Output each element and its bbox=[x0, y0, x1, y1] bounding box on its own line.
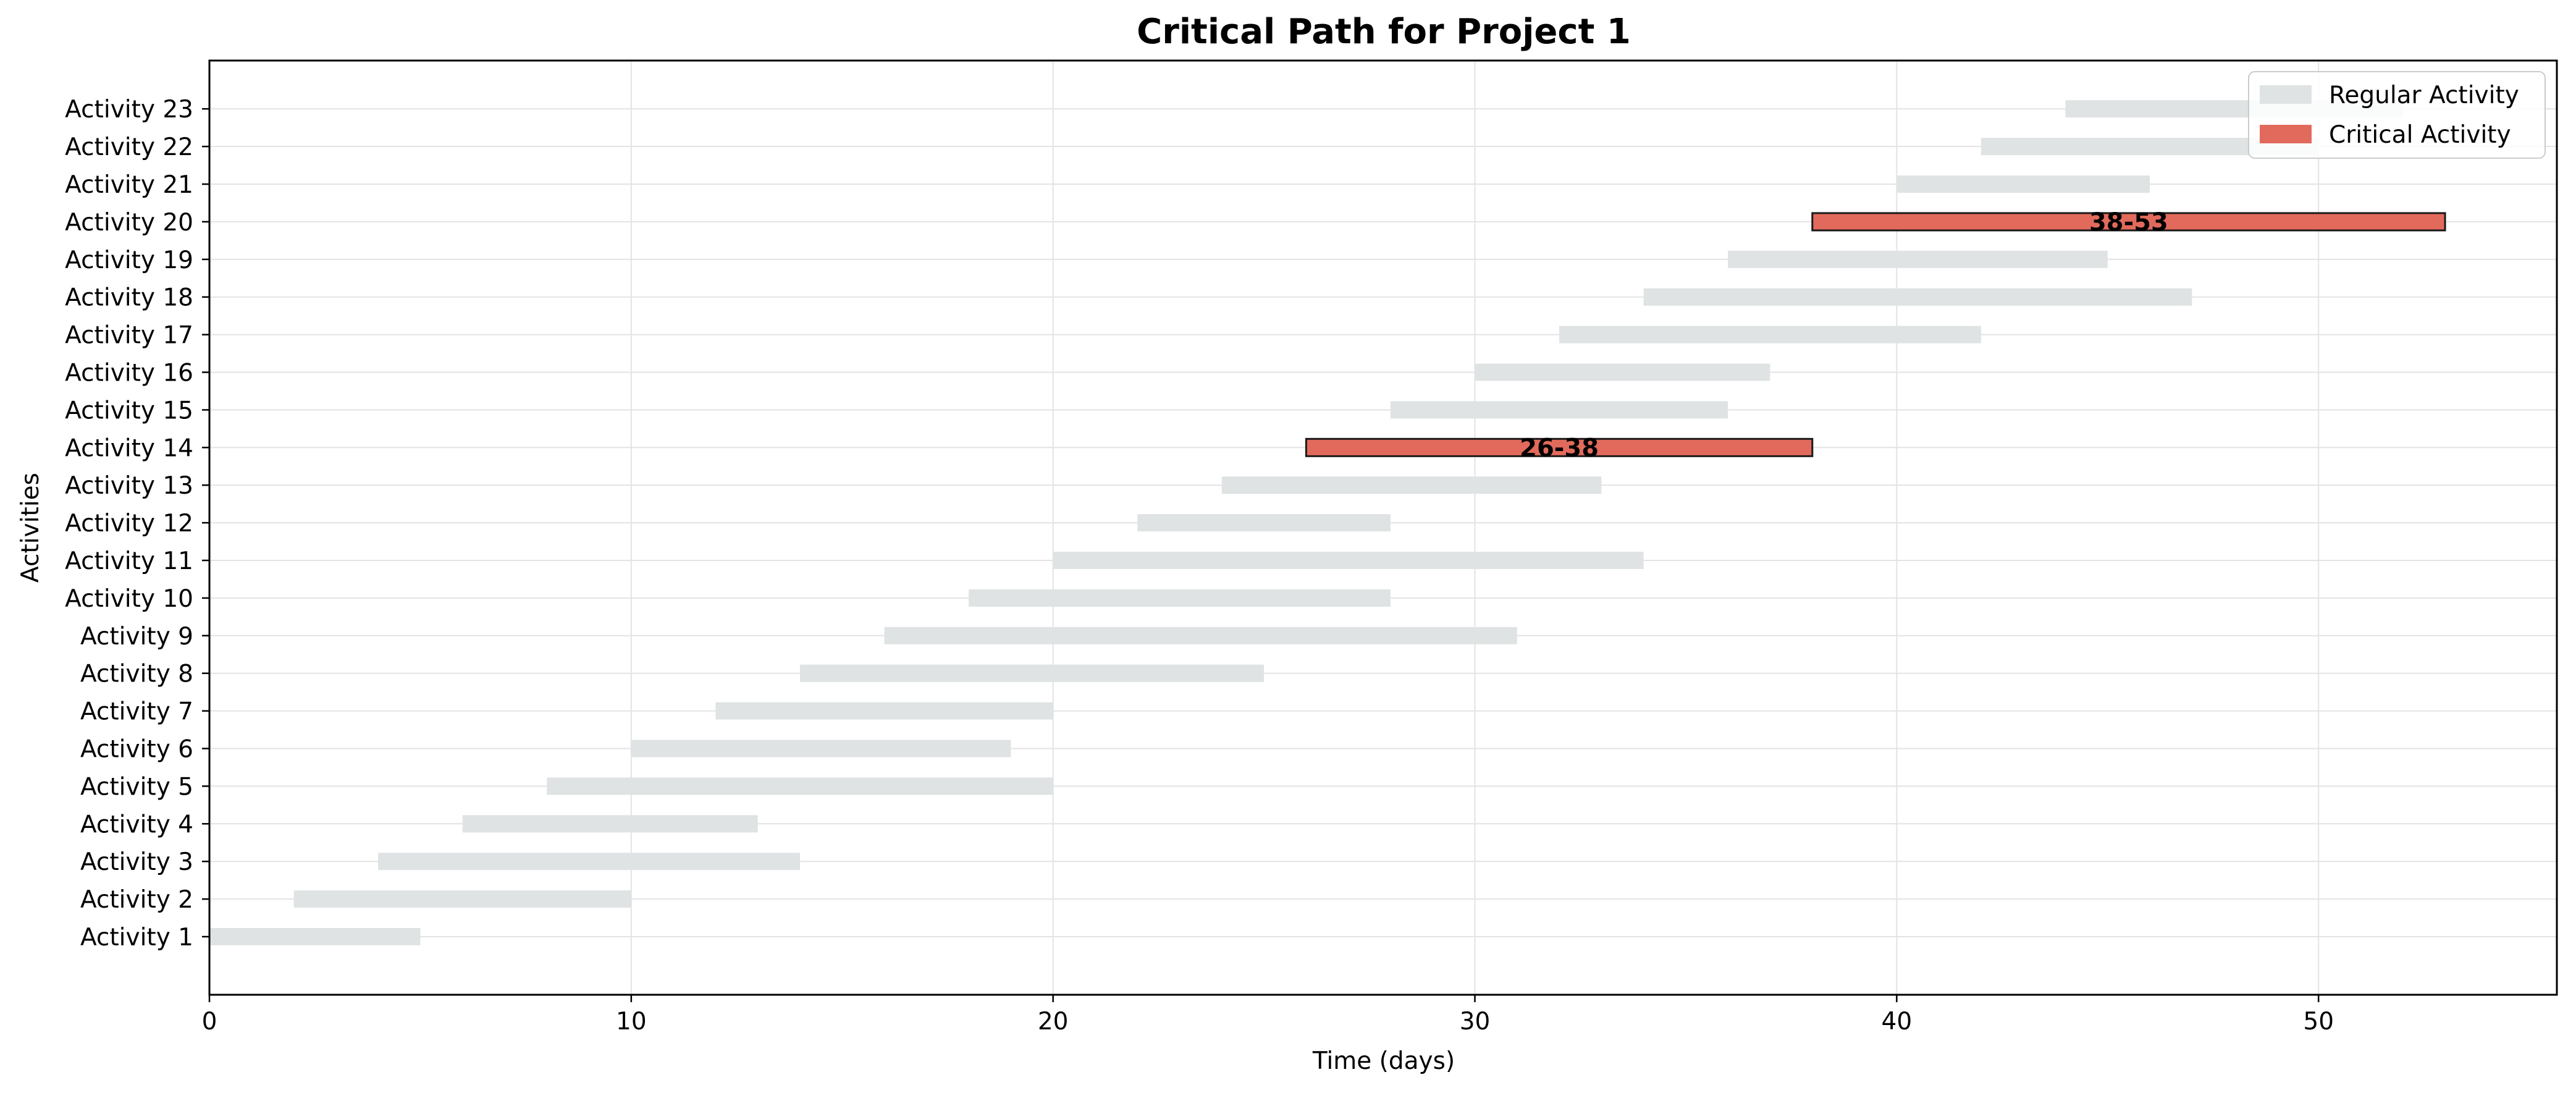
y-tick-label: Activity 12 bbox=[65, 510, 193, 538]
regular-activity-bar bbox=[547, 777, 1053, 795]
x-axis: 0 10 20 30 40 50 bbox=[202, 995, 2334, 1036]
legend-swatch-critical bbox=[2260, 125, 2312, 143]
y-tick-label: Activity 2 bbox=[80, 886, 193, 914]
regular-activity-bar bbox=[1559, 326, 1981, 344]
regular-activity-bar bbox=[462, 815, 758, 833]
plot-frame bbox=[208, 59, 2558, 996]
y-tick-label: Activity 16 bbox=[65, 360, 193, 387]
y-tick-label: Activity 14 bbox=[65, 434, 193, 462]
x-axis-label: Time (days) bbox=[1312, 1047, 1455, 1075]
y-tick-label: Activity 15 bbox=[65, 397, 193, 424]
chart-title: Critical Path for Project 1 bbox=[1137, 12, 1631, 52]
x-tick-label: 50 bbox=[2303, 1008, 2334, 1036]
regular-activity-bar bbox=[293, 890, 631, 908]
y-tick-label: Activity 6 bbox=[80, 736, 193, 764]
x-tick-label: 0 bbox=[202, 1008, 217, 1036]
y-tick-label: Activity 18 bbox=[65, 284, 193, 312]
y-tick-label: Activity 22 bbox=[65, 133, 193, 161]
y-tick-label: Activity 17 bbox=[65, 322, 193, 350]
critical-activity-bar bbox=[1305, 437, 1814, 457]
y-tick-label: Activity 13 bbox=[65, 472, 193, 500]
regular-activity-bar bbox=[1137, 514, 1391, 532]
x-tick-label: 30 bbox=[1460, 1008, 1491, 1036]
y-axis: Activity 1 Activity 2 Activity 3 Activity 4… bbox=[65, 96, 209, 952]
x-tick-label: 10 bbox=[616, 1008, 647, 1036]
regular-activity-bar bbox=[631, 740, 1011, 758]
y-tick-label: Activity 1 bbox=[80, 924, 193, 952]
regular-activity-bar bbox=[715, 702, 1053, 720]
critical-bar-label: 38-53 bbox=[2089, 208, 2168, 237]
regular-activity-bar bbox=[1053, 552, 1644, 569]
y-tick-label: Activity 3 bbox=[80, 848, 193, 876]
legend-box bbox=[2248, 71, 2546, 159]
regular-activity-bar bbox=[1221, 476, 1602, 494]
y-tick-label: Activity 7 bbox=[80, 698, 193, 726]
regular-activity-bar bbox=[969, 589, 1391, 607]
y-tick-label: Activity 9 bbox=[80, 623, 193, 651]
regular-activity-bar bbox=[1390, 401, 1728, 419]
y-tick-label: Activity 19 bbox=[65, 247, 193, 274]
legend-label-regular: Regular Activity bbox=[2329, 82, 2519, 109]
x-tick-label: 40 bbox=[1882, 1008, 1913, 1036]
critical-bar-label: 26-38 bbox=[1520, 434, 1599, 462]
y-tick-label: Activity 21 bbox=[65, 171, 193, 199]
regular-activity-bar bbox=[1643, 288, 2192, 306]
x-tick-label: 20 bbox=[1038, 1008, 1069, 1036]
y-tick-label: Activity 4 bbox=[80, 811, 193, 838]
legend: Regular Activity Critical Activity bbox=[2248, 71, 2546, 159]
legend-swatch-regular bbox=[2260, 85, 2312, 104]
y-tick-label: Activity 11 bbox=[65, 547, 193, 575]
regular-activity-bar bbox=[1896, 175, 2150, 193]
regular-activity-bar bbox=[799, 664, 1265, 682]
bar-labels: 26-38 38-53 bbox=[1520, 208, 2168, 462]
y-tick-label: Activity 23 bbox=[65, 96, 193, 124]
legend-label-critical: Critical Activity bbox=[2329, 121, 2511, 149]
y-tick-label: Activity 5 bbox=[80, 773, 193, 801]
regular-activity-bar bbox=[378, 853, 800, 871]
regular-activity-bar bbox=[209, 928, 421, 945]
regular-activity-bar bbox=[1728, 250, 2108, 268]
y-tick-label: Activity 10 bbox=[65, 585, 193, 613]
y-tick-label: Activity 8 bbox=[80, 660, 193, 688]
regular-activity-bar bbox=[884, 627, 1517, 644]
y-axis-label: Activities bbox=[17, 473, 44, 583]
y-tick-label: Activity 20 bbox=[65, 209, 193, 237]
critical-activity-bar bbox=[1811, 212, 2446, 232]
regular-activity-bar bbox=[1475, 363, 1770, 381]
